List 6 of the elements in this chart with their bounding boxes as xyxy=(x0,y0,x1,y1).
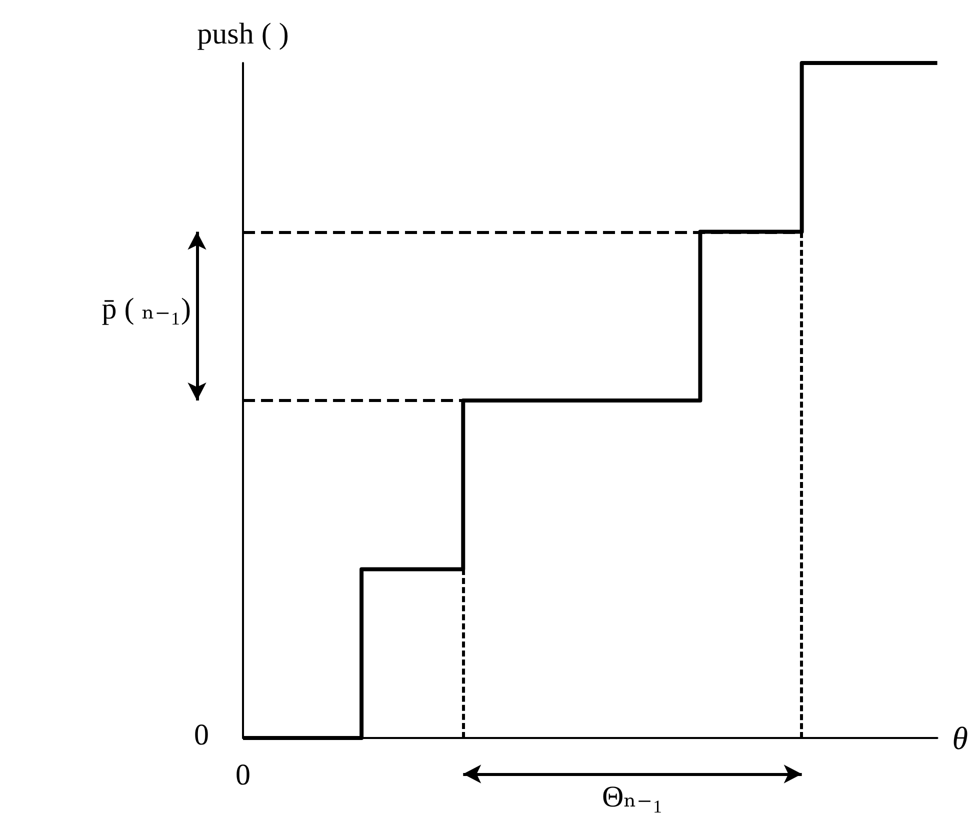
text: 0 xyxy=(194,718,209,752)
text: p̄ ( ₙ₋₁) xyxy=(102,292,191,326)
y-axis-title: push ( ) xyxy=(197,18,289,50)
text: Θₙ₋₁ xyxy=(602,780,663,814)
text: 0 xyxy=(236,758,250,792)
x-axis-title: θ xyxy=(952,720,968,756)
